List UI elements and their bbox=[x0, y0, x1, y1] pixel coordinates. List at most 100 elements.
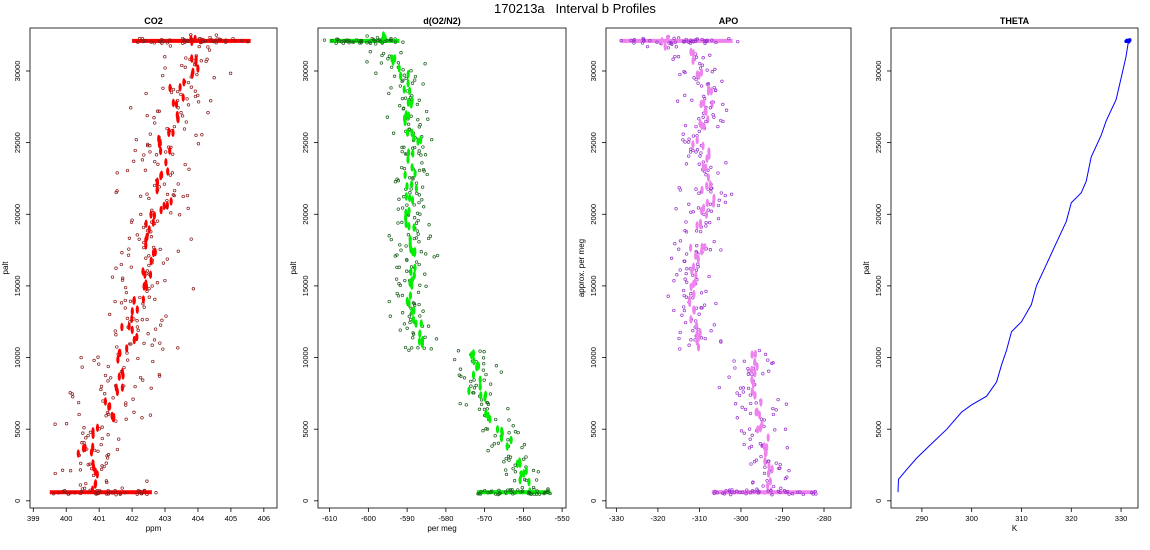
x-tick-label: 402 bbox=[126, 514, 139, 523]
data-point bbox=[499, 370, 503, 374]
data-point bbox=[155, 219, 160, 223]
data-point bbox=[103, 392, 107, 396]
data-point bbox=[141, 225, 146, 230]
data-point bbox=[742, 442, 746, 447]
data-point bbox=[687, 137, 691, 141]
data-point bbox=[787, 468, 791, 473]
data-point bbox=[152, 338, 157, 342]
data-point bbox=[179, 111, 183, 115]
data-point bbox=[171, 128, 175, 137]
data-point bbox=[388, 314, 392, 318]
data-point bbox=[712, 239, 716, 244]
data-point bbox=[402, 85, 406, 94]
data-point bbox=[682, 293, 686, 298]
data-point bbox=[705, 181, 709, 191]
data-point bbox=[398, 84, 402, 88]
data-point bbox=[678, 239, 683, 243]
data-point bbox=[114, 419, 118, 423]
data-point bbox=[66, 492, 70, 496]
data-point bbox=[695, 70, 700, 79]
data-point bbox=[708, 106, 713, 110]
data-point bbox=[416, 137, 420, 146]
data-point bbox=[421, 145, 425, 149]
data-point bbox=[423, 272, 427, 276]
data-point bbox=[489, 382, 493, 386]
data-point bbox=[699, 229, 703, 234]
data-point bbox=[106, 488, 110, 493]
data-point bbox=[482, 362, 486, 366]
data-point bbox=[132, 296, 136, 305]
data-point bbox=[481, 368, 486, 372]
data-point bbox=[185, 38, 189, 43]
data-point bbox=[707, 151, 711, 160]
data-point bbox=[727, 375, 731, 379]
data-point bbox=[408, 86, 412, 96]
data-point bbox=[672, 279, 676, 283]
data-point bbox=[527, 490, 532, 494]
x-tick-label: 403 bbox=[159, 514, 172, 523]
data-point bbox=[194, 133, 198, 137]
data-point bbox=[154, 491, 158, 495]
data-point bbox=[774, 408, 778, 412]
data-point bbox=[144, 219, 148, 228]
data-point bbox=[691, 56, 695, 65]
data-point bbox=[678, 268, 682, 272]
data-point bbox=[155, 109, 160, 113]
y-tick-label: 10000 bbox=[13, 347, 22, 368]
data-point bbox=[770, 493, 774, 497]
data-point bbox=[196, 142, 201, 146]
data-point bbox=[434, 337, 439, 341]
data-point bbox=[728, 489, 732, 494]
data-point bbox=[742, 431, 746, 435]
data-point bbox=[458, 401, 462, 406]
data-point bbox=[199, 59, 203, 63]
plot-frame bbox=[317, 27, 567, 509]
data-point bbox=[513, 470, 518, 474]
data-point bbox=[92, 463, 96, 472]
data-point bbox=[700, 306, 704, 310]
data-point bbox=[142, 341, 146, 346]
data-point bbox=[403, 96, 408, 100]
data-point bbox=[757, 348, 762, 353]
data-point bbox=[374, 71, 378, 75]
data-point bbox=[522, 469, 526, 478]
data-point bbox=[754, 401, 758, 405]
data-point bbox=[689, 338, 693, 342]
data-point bbox=[684, 162, 689, 166]
data-point bbox=[509, 435, 513, 445]
data-point bbox=[172, 188, 177, 193]
data-point bbox=[683, 277, 687, 281]
data-point bbox=[117, 437, 121, 441]
data-point bbox=[689, 292, 693, 296]
data-point bbox=[522, 477, 527, 482]
y-tick-label: 0 bbox=[13, 499, 22, 503]
data-point bbox=[413, 263, 417, 273]
data-point bbox=[503, 490, 508, 494]
data-point bbox=[697, 117, 701, 121]
data-point bbox=[151, 359, 155, 364]
data-point bbox=[402, 73, 406, 77]
data-point bbox=[400, 149, 404, 154]
data-point bbox=[683, 140, 687, 144]
data-point bbox=[407, 348, 411, 352]
y-tick-label: 5000 bbox=[874, 421, 883, 438]
data-point bbox=[735, 391, 739, 395]
data-point bbox=[110, 275, 115, 279]
data-point bbox=[115, 345, 119, 349]
data-point bbox=[408, 291, 412, 300]
data-point bbox=[181, 93, 185, 102]
data-point bbox=[147, 254, 151, 258]
data-point bbox=[537, 492, 542, 496]
data-point bbox=[678, 347, 682, 351]
data-point bbox=[419, 319, 423, 328]
data-point bbox=[485, 407, 489, 411]
data-point bbox=[689, 243, 693, 252]
data-point bbox=[183, 65, 187, 69]
data-point bbox=[70, 392, 74, 396]
data-point bbox=[106, 433, 110, 437]
data-point bbox=[424, 109, 429, 114]
data-point bbox=[695, 321, 699, 330]
data-point bbox=[542, 490, 547, 495]
data-point bbox=[730, 490, 734, 494]
data-point bbox=[745, 488, 749, 492]
